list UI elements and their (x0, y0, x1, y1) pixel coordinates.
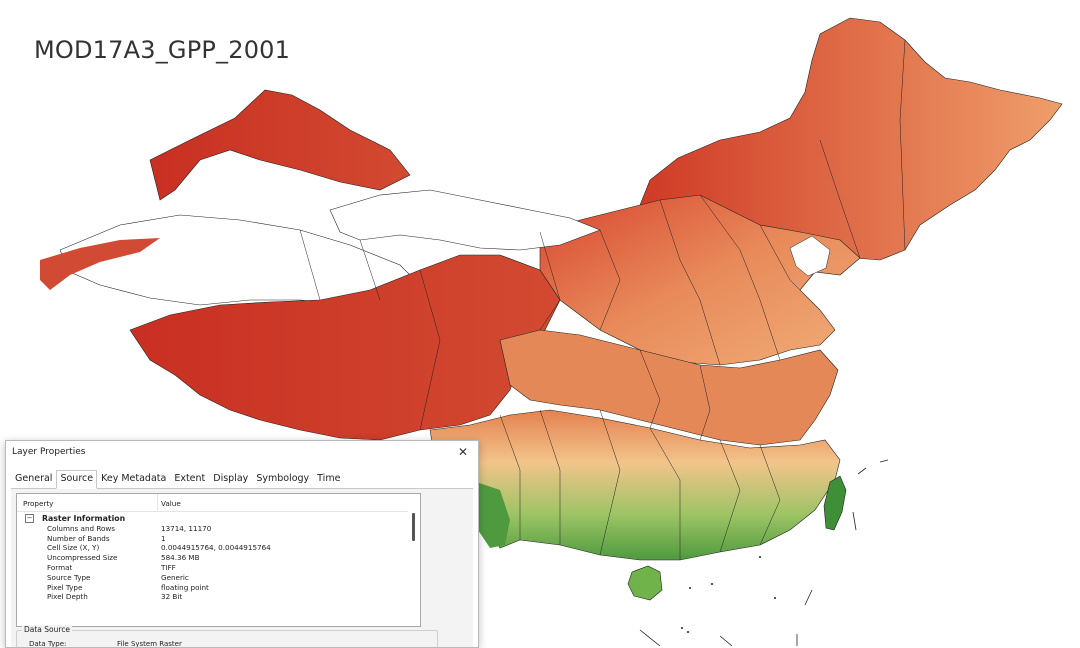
layer-properties-dialog[interactable]: Layer Properties ✕ General Source Key Me… (5, 440, 479, 648)
property-value: 13714, 11170 (161, 523, 212, 533)
column-header-value: Value (161, 499, 181, 508)
property-name: Number of Bands (47, 533, 110, 543)
property-name: Pixel Depth (47, 592, 88, 602)
property-name: Source Type (47, 572, 91, 582)
dialog-titlebar[interactable]: Layer Properties ✕ (6, 441, 478, 465)
tab-extent[interactable]: Extent (174, 473, 206, 484)
property-value: floating point (161, 582, 209, 592)
tab-key-metadata[interactable]: Key Metadata (101, 473, 167, 484)
close-icon[interactable]: ✕ (457, 445, 469, 459)
tab-bar: General Source Key Metadata Extent Displ… (11, 470, 473, 489)
tab-display[interactable]: Display (213, 473, 249, 484)
dialog-title: Layer Properties (12, 447, 86, 457)
tab-symbology[interactable]: Symbology (256, 473, 310, 484)
property-name: Columns and Rows (47, 523, 116, 533)
property-value: TIFF (161, 562, 176, 572)
yunnan-green (470, 480, 510, 548)
collapse-icon[interactable]: − (25, 514, 34, 523)
section-raster-information[interactable]: − Raster Information (17, 514, 420, 524)
vertical-scrollbar[interactable] (408, 494, 420, 626)
property-value: Generic (161, 572, 189, 582)
data-type-label: Data Type: (29, 640, 67, 648)
section-label: Raster Information (42, 514, 126, 523)
property-name: Pixel Type (47, 582, 83, 592)
bohai-sea (789, 235, 831, 277)
property-table[interactable]: Property Value − Raster Information Colu… (16, 493, 421, 627)
property-value: 584.36 MB (161, 553, 200, 563)
table-row: Columns and Rows 13714, 11170 (17, 524, 420, 534)
tab-time[interactable]: Time (317, 473, 341, 484)
column-header-property: Property (23, 499, 54, 508)
hainan-island (627, 565, 663, 601)
table-row: Format TIFF (17, 563, 420, 573)
xinjiang-north (149, 89, 411, 201)
column-divider[interactable] (157, 494, 158, 511)
inner-mongolia (329, 189, 601, 251)
table-header: Property Value (17, 494, 420, 512)
property-value: 1 (161, 533, 166, 543)
data-type-row: Data Type: File System Raster (29, 640, 182, 648)
taiwan-island (823, 475, 847, 531)
table-row: Pixel Type floating point (17, 583, 420, 593)
property-value: 32 Bit (161, 592, 183, 602)
data-source-legend: Data Source (22, 625, 73, 634)
tab-source[interactable]: Source (56, 470, 98, 489)
tab-general[interactable]: General (15, 473, 53, 484)
property-value: 0.0044915764, 0.0044915764 (161, 543, 271, 553)
data-source-group: Data Source Data Type: File System Raste… (16, 625, 438, 648)
table-row: Number of Bands 1 (17, 534, 420, 544)
source-panel: Property Value − Raster Information Colu… (11, 489, 473, 647)
table-row: Pixel Depth 32 Bit (17, 592, 420, 602)
scrollbar-thumb[interactable] (412, 513, 415, 541)
xinjiang-south-band (40, 238, 160, 290)
property-name: Cell Size (X, Y) (47, 543, 100, 553)
property-name: Uncompressed Size (47, 553, 118, 563)
table-row: Source Type Generic (17, 573, 420, 583)
map-title: MOD17A3_GPP_2001 (34, 36, 291, 64)
table-row: Cell Size (X, Y) 0.0044915764, 0.00449157… (17, 543, 420, 553)
property-name: Format (47, 562, 73, 572)
data-type-value: File System Raster (117, 640, 182, 648)
table-row: Uncompressed Size 584.36 MB (17, 553, 420, 563)
